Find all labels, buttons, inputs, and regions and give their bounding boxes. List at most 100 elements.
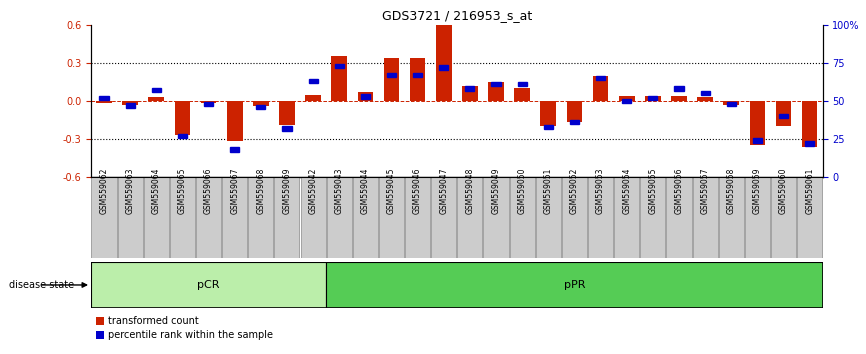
Text: GSM559042: GSM559042 [308,167,318,213]
Bar [596,76,605,80]
Bar [483,177,508,258]
Text: GSM559069: GSM559069 [282,167,292,213]
Bar [387,73,396,77]
Bar [805,141,814,146]
Bar [253,101,268,106]
Bar [779,114,788,118]
Bar [701,91,709,96]
Bar [178,134,187,138]
Bar [491,82,501,86]
Bar [645,96,661,101]
Text: GSM559053: GSM559053 [596,167,605,213]
Bar [326,262,823,308]
Text: GSM559043: GSM559043 [335,167,344,213]
Text: GSM559052: GSM559052 [570,167,578,213]
Bar [332,57,347,101]
Bar [723,101,739,105]
Text: GSM559065: GSM559065 [178,167,187,213]
Text: GSM559050: GSM559050 [518,167,527,213]
Text: GSM559060: GSM559060 [779,167,788,213]
Bar [436,25,451,101]
Text: GSM559062: GSM559062 [100,167,108,213]
Legend: transformed count, percentile rank within the sample: transformed count, percentile rank withi… [96,316,274,340]
Bar [719,177,744,258]
Text: GSM559066: GSM559066 [204,167,213,213]
Bar [118,177,143,258]
Text: GSM559068: GSM559068 [256,167,265,213]
Bar [308,79,318,83]
Title: GDS3721 / 216953_s_at: GDS3721 / 216953_s_at [382,9,532,22]
Bar [326,177,352,258]
Bar [96,101,112,103]
Text: GSM559049: GSM559049 [492,167,501,213]
Bar [379,177,404,258]
Bar [358,92,373,101]
Bar [592,75,609,101]
Text: GSM559064: GSM559064 [152,167,161,213]
Bar [797,177,822,258]
Bar [622,99,631,103]
Text: disease state: disease state [9,280,74,290]
Bar [126,103,135,108]
Bar [91,262,326,308]
Text: pPR: pPR [564,280,585,290]
Bar [249,177,274,258]
Bar [122,101,138,105]
Bar [753,138,762,143]
Text: GSM559051: GSM559051 [544,167,553,213]
Bar [196,177,221,258]
Bar [771,177,796,258]
Bar [675,86,683,91]
Bar [462,86,478,101]
Bar [100,96,108,100]
Text: GSM559057: GSM559057 [701,167,709,213]
Text: GSM559046: GSM559046 [413,167,422,213]
Bar [749,101,766,145]
Bar [384,58,399,101]
Bar [305,95,321,101]
Bar [352,177,378,258]
Bar [148,97,165,101]
Bar [201,101,216,103]
Text: GSM559048: GSM559048 [465,167,475,213]
Bar [727,102,736,106]
Bar [301,177,326,258]
Bar [544,125,553,129]
Bar [405,177,430,258]
Bar [410,58,425,101]
Bar [144,177,169,258]
Bar [693,177,718,258]
Bar [619,96,635,101]
Bar [170,177,195,258]
Bar [776,101,792,126]
Bar [509,177,534,258]
Bar [745,177,770,258]
Bar [275,177,300,258]
Bar [361,94,370,98]
Bar [540,101,556,126]
Bar [667,177,692,258]
Bar [640,177,665,258]
Text: GSM559067: GSM559067 [230,167,239,213]
Text: GSM559061: GSM559061 [805,167,814,213]
Text: pCR: pCR [197,280,220,290]
Bar [614,177,639,258]
Bar [566,101,582,122]
Text: GSM559055: GSM559055 [649,167,657,213]
Text: GSM559058: GSM559058 [727,167,736,213]
Bar [671,96,687,101]
Bar [230,147,239,152]
Bar [488,82,504,101]
Text: GSM559059: GSM559059 [753,167,762,213]
Bar [570,120,579,124]
Bar [514,88,530,101]
Bar [279,101,294,125]
Text: GSM559063: GSM559063 [126,167,134,213]
Bar [536,177,561,258]
Bar [439,65,449,70]
Bar [175,101,191,135]
Bar [518,82,527,86]
Text: GSM559044: GSM559044 [361,167,370,213]
Bar [227,101,242,142]
Bar [204,102,213,106]
